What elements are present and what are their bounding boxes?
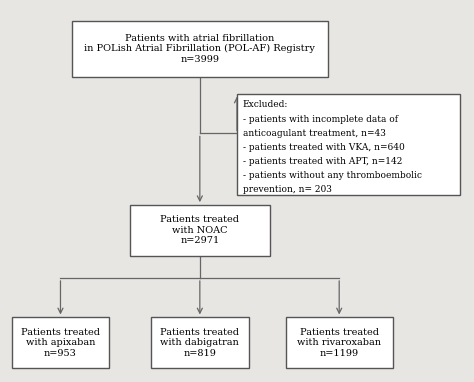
Text: anticoagulant treatment, n=43: anticoagulant treatment, n=43 — [243, 129, 385, 138]
Text: Excluded:: Excluded: — [243, 100, 288, 109]
Text: Patients treated
with apixaban
n=953: Patients treated with apixaban n=953 — [21, 328, 100, 358]
Text: Patients with atrial fibrillation
in POLish Atrial Fibrillation (POL-AF) Registr: Patients with atrial fibrillation in POL… — [84, 34, 315, 64]
Text: prevention, n= 203: prevention, n= 203 — [243, 185, 331, 194]
Text: - patients without any thromboembolic: - patients without any thromboembolic — [243, 171, 421, 180]
Text: Patients treated
with rivaroxaban
n=1199: Patients treated with rivaroxaban n=1199 — [297, 328, 381, 358]
Text: Patients treated
with dabigatran
n=819: Patients treated with dabigatran n=819 — [160, 328, 239, 358]
Text: - patients treated with VKA, n=640: - patients treated with VKA, n=640 — [243, 143, 404, 152]
FancyBboxPatch shape — [286, 317, 392, 368]
Text: - patients with incomplete data of: - patients with incomplete data of — [243, 115, 398, 123]
FancyBboxPatch shape — [12, 317, 109, 368]
FancyBboxPatch shape — [151, 317, 248, 368]
FancyBboxPatch shape — [237, 94, 460, 195]
Text: Patients treated
with NOAC
n=2971: Patients treated with NOAC n=2971 — [160, 215, 239, 245]
FancyBboxPatch shape — [130, 205, 270, 256]
FancyBboxPatch shape — [72, 21, 328, 77]
Text: - patients treated with APT, n=142: - patients treated with APT, n=142 — [243, 157, 402, 166]
